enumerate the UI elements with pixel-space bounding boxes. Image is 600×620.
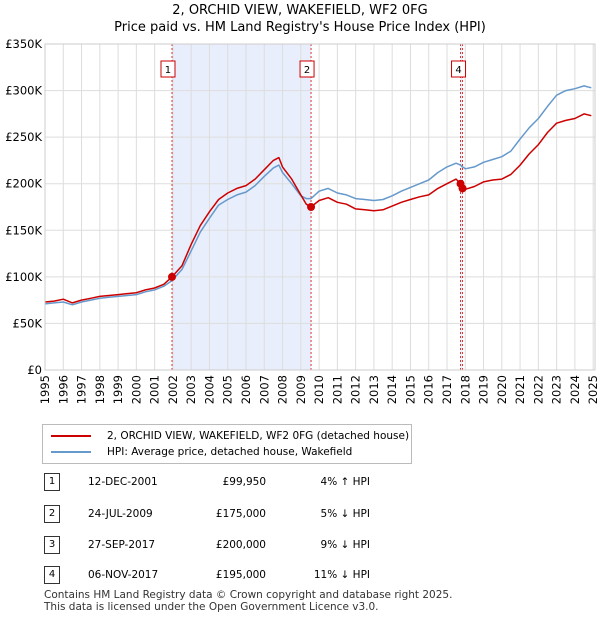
transaction-date: 27-SEP-2017 <box>88 539 156 551</box>
transaction-hpi-change: 11% ↓ HPI <box>313 569 370 581</box>
x-tick-label: 2004 <box>202 375 216 404</box>
y-tick-label: £0 <box>27 363 42 377</box>
sale-point <box>167 272 176 281</box>
sale-label-box <box>299 60 315 78</box>
sale-label: 1 <box>165 65 171 76</box>
x-tick-label: 2025 <box>586 375 600 404</box>
plot-frame <box>44 43 596 371</box>
legend-label-property: 2, ORCHID VIEW, WAKEFIELD, WF2 0FG (deta… <box>107 430 410 442</box>
x-tick-label: 2009 <box>294 375 308 404</box>
y-tick-label: £250K <box>5 130 42 144</box>
y-tick-label: £150K <box>5 223 42 237</box>
transaction-badge: 4 <box>44 566 60 584</box>
x-tick-label: 2000 <box>129 375 143 404</box>
transaction-hpi-change: 9% ↓ HPI <box>320 539 370 551</box>
x-tick-label: 1996 <box>56 375 70 404</box>
transaction-price: £175,000 <box>215 508 266 520</box>
transaction-hpi-change: 4% ↑ HPI <box>320 476 370 488</box>
x-tick-label: 2023 <box>550 375 564 404</box>
x-tick-label: 2019 <box>477 375 491 404</box>
x-tick-label: 1997 <box>75 375 89 404</box>
x-tick-label: 2020 <box>495 375 509 404</box>
sale-label: 2 <box>304 65 310 76</box>
transaction-price: £99,950 <box>222 476 266 488</box>
transaction-date: 06-NOV-2017 <box>88 569 159 581</box>
footer-line: This data is licensed under the Open Gov… <box>44 601 379 613</box>
x-tick-label: 1999 <box>111 375 125 404</box>
sale-label-box <box>160 60 176 78</box>
transaction-price: £200,000 <box>215 539 266 551</box>
x-tick-label: 2021 <box>513 375 527 404</box>
transaction-date: 12-DEC-2001 <box>88 476 158 488</box>
y-tick-label: £50K <box>13 316 43 330</box>
transaction-row: 4 06-NOV-2017 £195,000 11% ↓ HPI <box>0 565 600 585</box>
price-chart: 1 2 4 £0 £50K £100K £150K £200K £250K £300K £350K 1… <box>5 37 600 404</box>
x-tick-label: 2001 <box>148 375 162 404</box>
x-tick-label: 2018 <box>458 375 472 404</box>
sale-label: 4 <box>455 65 461 76</box>
y-tick-label: £100K <box>5 270 42 284</box>
chart-title: 2, ORCHID VIEW, WAKEFIELD, WF2 0FG <box>172 3 428 18</box>
x-tick-label: 2002 <box>166 375 180 404</box>
chart-subtitle: Price paid vs. HM Land Registry's House … <box>114 20 486 35</box>
series-line <box>44 113 592 304</box>
legend-label-hpi: HPI: Average price, detached house, Wake… <box>107 446 353 458</box>
ownership-shade <box>171 44 312 370</box>
x-tick-label: 1995 <box>38 375 52 404</box>
transaction-badge: 2 <box>44 505 60 523</box>
x-tick-label: 2017 <box>440 375 454 404</box>
x-tick-label: 2010 <box>312 375 326 404</box>
y-tick-label: £350K <box>5 37 42 51</box>
transaction-row: 1 12-DEC-2001 £99,950 4% ↑ HPI <box>0 472 600 492</box>
footer-attribution: Contains HM Land Registry data © Crown c… <box>44 589 452 613</box>
transaction-date: 24-JUL-2009 <box>88 508 153 520</box>
x-tick-label: 2016 <box>422 375 436 404</box>
sale-point <box>307 203 316 211</box>
x-tick-label: 2015 <box>403 375 417 404</box>
x-tick-label: 2003 <box>184 375 198 404</box>
x-tick-label: 2005 <box>221 375 235 404</box>
transaction-row: 2 24-JUL-2009 £175,000 5% ↓ HPI <box>0 504 600 524</box>
footer-line: Contains HM Land Registry data © Crown c… <box>44 589 453 601</box>
x-tick-label: 2012 <box>349 375 363 404</box>
legend-item-property: 2, ORCHID VIEW, WAKEFIELD, WF2 0FG (deta… <box>51 428 409 444</box>
chart-legend: 2, ORCHID VIEW, WAKEFIELD, WF2 0FG (deta… <box>42 424 412 464</box>
x-tick-label: 2011 <box>330 375 344 404</box>
plot-area <box>45 44 595 370</box>
sale-label-box <box>451 60 467 78</box>
hpi-line-swatch <box>51 451 91 453</box>
x-tick-label: 2007 <box>257 375 271 404</box>
transaction-hpi-change: 5% ↓ HPI <box>320 508 370 520</box>
x-tick-label: 2006 <box>239 375 253 404</box>
x-tick-label: 2024 <box>568 375 582 404</box>
y-tick-label: £300K <box>5 84 42 98</box>
series-line <box>44 85 592 306</box>
x-tick-label: 2014 <box>385 375 399 404</box>
ownership-shade <box>460 44 463 370</box>
sale-point <box>458 184 467 193</box>
transaction-badge: 1 <box>44 473 60 491</box>
x-tick-label: 2013 <box>367 375 381 404</box>
transaction-badge: 3 <box>44 536 60 554</box>
legend-item-hpi: HPI: Average price, detached house, Wake… <box>51 444 352 460</box>
x-tick-label: 2022 <box>531 375 545 404</box>
x-tick-label: 1998 <box>93 375 107 404</box>
x-tick-label: 2008 <box>276 375 290 404</box>
transaction-row: 3 27-SEP-2017 £200,000 9% ↓ HPI <box>0 535 600 555</box>
property-line-swatch <box>51 435 91 437</box>
transaction-price: £195,000 <box>215 569 266 581</box>
y-tick-label: £200K <box>5 177 42 191</box>
